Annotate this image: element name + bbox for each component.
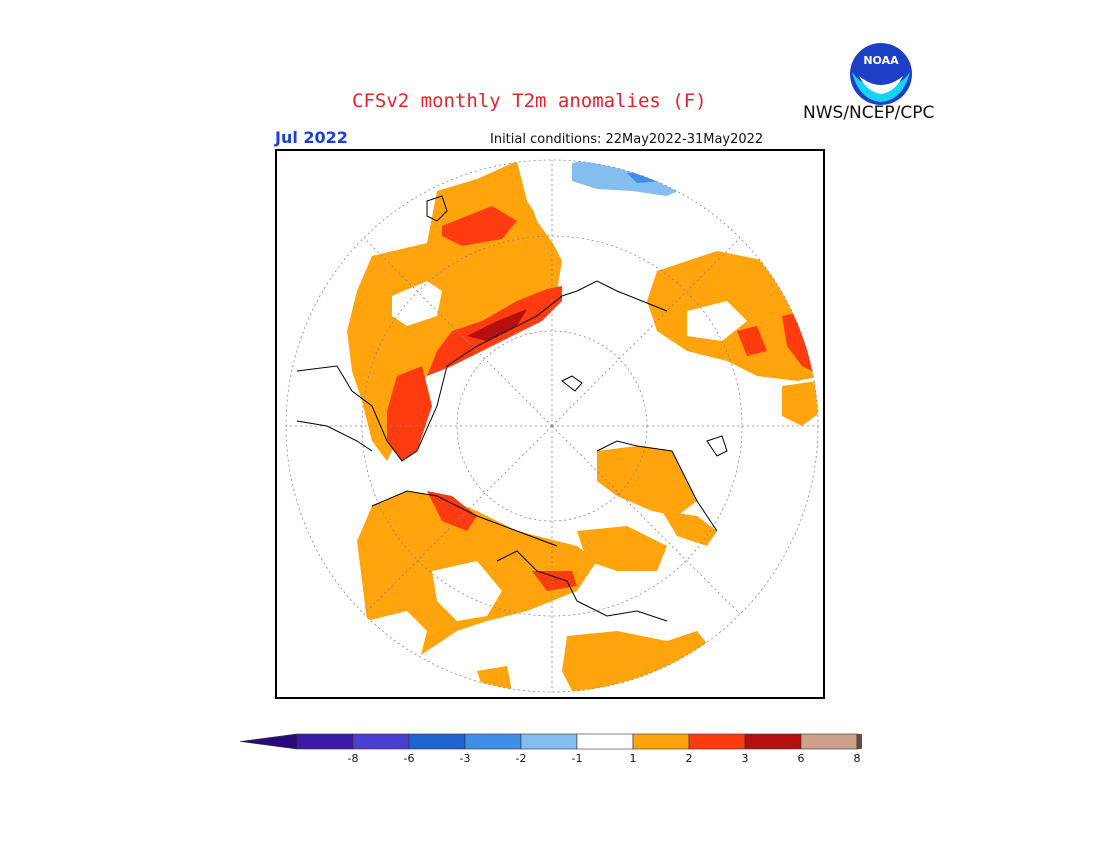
map-title: CFSv2 monthly T2m anomalies (F) — [352, 90, 707, 112]
coastline-svalbard — [561, 375, 583, 392]
anomaly-region-canada-warm2 — [532, 571, 577, 591]
legend-tick-label: 2 — [685, 752, 693, 765]
legend-swatch — [296, 733, 354, 750]
graticule — [285, 159, 819, 693]
anomaly-region-atlantic-south — [562, 631, 717, 692]
anomaly-region-siberia-west — [387, 366, 432, 461]
anomaly-region-europe-warm — [442, 206, 517, 246]
coastline-labrador — [576, 600, 668, 622]
coastline-siberia-east — [596, 440, 718, 532]
legend-tick-label: -2 — [515, 752, 527, 765]
coastline-island — [706, 435, 728, 457]
anomaly-region-scandinavia-hot — [467, 309, 527, 341]
noaa-logo-text: NOAA — [863, 54, 899, 67]
meridian-line — [551, 237, 741, 427]
anomaly-region-greenland — [577, 526, 667, 571]
coastline-iberia — [296, 420, 373, 452]
legend-high-arrow — [856, 733, 862, 750]
legend-low-arrow — [240, 733, 298, 750]
coastline-north-america — [371, 490, 558, 547]
legend-swatch — [800, 733, 858, 750]
coastline-hudson — [496, 550, 578, 602]
noaa-logo: NOAA — [850, 43, 912, 105]
legend-swatch — [352, 733, 410, 750]
neutral-region-atlantic — [392, 281, 442, 326]
agency-label: NWS/NCEP/CPC — [803, 103, 935, 123]
anomaly-region-us-east — [477, 666, 512, 692]
legend-tick-label: -8 — [347, 752, 359, 765]
legend-swatch — [464, 733, 522, 750]
legend-swatch — [408, 733, 466, 750]
forecast-month: Jul 2022 — [275, 128, 348, 147]
legend-tick-label: -1 — [571, 752, 583, 765]
coastlines — [296, 195, 728, 622]
anomaly-region-canada-warm — [427, 491, 477, 531]
coastline-eurasia — [296, 290, 578, 462]
color-legend — [240, 733, 862, 750]
anomaly-fields — [347, 160, 818, 692]
polar-projection — [285, 159, 819, 693]
meridian-line — [363, 237, 553, 427]
legend-swatch — [744, 733, 802, 750]
legend-swatch — [688, 733, 746, 750]
anomaly-region-asia-south — [782, 381, 818, 426]
anomaly-region-asia-hot — [737, 326, 767, 356]
neutral-region-hudson — [432, 561, 502, 621]
legend-swatch — [520, 733, 578, 750]
legend-swatch — [632, 733, 690, 750]
meridian-line — [551, 425, 741, 615]
legend-tick-label: 3 — [741, 752, 749, 765]
neutral-region-us-west — [367, 611, 427, 691]
legend-tick-label: -6 — [403, 752, 415, 765]
legend-tick-label: -3 — [459, 752, 471, 765]
legend-tick-label: 6 — [797, 752, 805, 765]
legend-tick-label: 1 — [629, 752, 637, 765]
anomaly-region-alaska-south — [662, 511, 717, 546]
legend-tick-label: 8 — [853, 752, 861, 765]
coastline-arctic-russia — [576, 280, 668, 312]
anomaly-region-alaska — [597, 446, 697, 516]
neutral-region-asia-inner — [687, 301, 747, 341]
initial-conditions: Initial conditions: 22May2022-31May2022 — [490, 132, 764, 147]
legend-swatch — [576, 733, 634, 750]
meridian-line — [363, 425, 553, 615]
coastline-britain — [426, 195, 448, 222]
polar-map — [275, 149, 825, 699]
